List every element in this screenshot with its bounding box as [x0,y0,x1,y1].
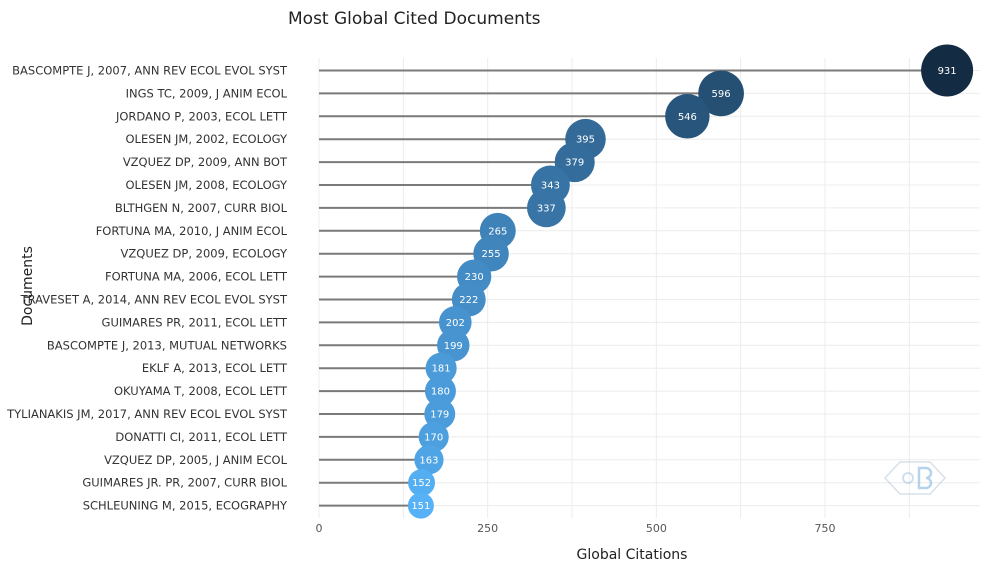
category-label: OLESEN JM, 2008, ECOLOGY [125,178,287,192]
data-value-label: 546 [678,112,697,123]
lollipop-dot [408,469,436,497]
data-value-label: 343 [541,181,560,192]
data-value-label: 199 [444,341,463,352]
category-label: BLTHGEN N, 2007, CURR BIOL [115,201,288,215]
data-value-label: 152 [412,478,431,489]
data-value-label: 222 [459,295,478,306]
category-label: BASCOMPTE J, 2013, MUTUAL NETWORKS [47,338,287,352]
data-value-label: 163 [419,455,438,466]
category-label: EKLF A, 2013, ECOL LETT [142,361,288,375]
data-value-label: 395 [576,135,595,146]
category-label: FORTUNA MA, 2010, J ANIM ECOL [96,224,288,238]
category-label: TRAVESET A, 2014, ANN REV ECOL EVOL SYST [20,293,288,307]
category-label: TYLIANAKIS JM, 2017, ANN REV ECOL EVOL S… [6,407,288,421]
category-label: SCHLEUNING M, 2015, ECOGRAPHY [83,499,288,513]
category-label: OKUYAMA T, 2008, ECOL LETT [114,384,288,398]
lollipop-dot [418,421,449,452]
data-value-label: 179 [430,410,449,421]
category-label: VZQUEZ DP, 2009, ECOLOGY [121,247,288,261]
x-tick-label: 750 [815,522,836,535]
chart-title: Most Global Cited Documents [288,9,541,29]
lollipop-dot [407,492,434,519]
data-value-label: 596 [712,89,731,100]
data-value-label: 931 [938,66,957,77]
lollipop-dot [698,70,744,117]
x-tick-label: 250 [477,522,498,535]
category-label: INGS TC, 2009, J ANIM ECOL [126,86,288,100]
y-axis-title: Documents [20,246,36,326]
data-value-label: 337 [537,203,556,214]
data-value-label: 151 [411,501,430,512]
lollipop-dot [425,352,457,384]
lollipop-dot [527,188,566,228]
category-label: JORDANO P, 2003, ECOL LETT [115,109,288,123]
lollipop-dot [414,445,444,475]
category-label: BASCOMPTE J, 2007, ANN REV ECOL EVOL SYS… [12,64,288,78]
data-value-label: 180 [431,387,450,398]
lollipop-dot [424,398,456,430]
category-label: VZQUEZ DP, 2009, ANN BOT [123,155,288,169]
data-value-label: 265 [488,226,507,237]
x-tick-label: 500 [646,522,667,535]
data-value-label: 255 [481,249,500,260]
lollipop-dot [921,44,974,97]
category-label: DONATTI CI, 2011, ECOL LETT [115,430,288,444]
data-value-label: 202 [446,318,465,329]
data-value-label: 181 [432,364,451,375]
data-value-label: 170 [424,432,443,443]
x-axis-title: Global Citations [577,547,688,563]
bibliometrix-logo-icon [883,461,947,495]
x-tick-label: 0 [316,522,323,535]
category-label: VZQUEZ DP, 2005, J ANIM ECOL [104,453,288,467]
lollipop-dot [424,375,456,407]
data-value-label: 379 [565,158,584,169]
category-label: GUIMARES JR. PR, 2007, CURR BIOL [82,476,287,490]
category-label: FORTUNA MA, 2006, ECOL LETT [105,270,288,284]
lollipop-dot [665,94,710,139]
category-label: OLESEN JM, 2002, ECOLOGY [125,132,287,146]
category-label: GUIMARES PR, 2011, ECOL LETT [102,315,288,329]
data-value-label: 230 [465,272,484,283]
